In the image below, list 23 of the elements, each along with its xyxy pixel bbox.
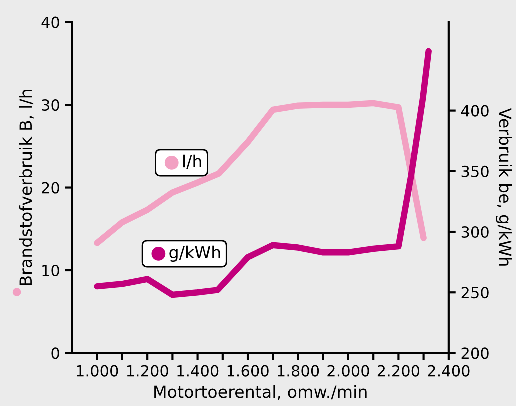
y2-axis-title: Verbruik be, g/kWh: [496, 108, 512, 266]
x-tick-label: 1.200: [127, 365, 168, 377]
y-tick-label: 20: [42, 182, 60, 194]
x-tick-label: 2.200: [378, 365, 420, 377]
y-tick-label: 40: [42, 16, 60, 28]
x-tick-label: 2.400: [428, 365, 470, 377]
x-tick-label: 1.000: [77, 365, 118, 377]
y-tick-label: 0: [52, 348, 60, 360]
y-tick-label: 30: [42, 100, 60, 112]
y2-tick-label: 300: [462, 226, 489, 238]
y-axis-title: Brandstofverbruik B, l/h: [19, 90, 34, 286]
x-tick-label: 1.800: [278, 365, 320, 377]
legend-label: l/h: [184, 154, 202, 170]
y2-tick-label: 200: [462, 348, 489, 360]
x-axis-title: Motortoerental, omw./min: [154, 385, 367, 400]
x-tick-label: 1.400: [178, 365, 219, 377]
x-tick-label: 2.000: [328, 365, 370, 377]
y2-tick-label: 250: [462, 287, 489, 299]
y2-tick-label: 350: [462, 166, 489, 178]
x-tick-label: 1.600: [228, 365, 269, 377]
y2-tick-label: 400: [461, 105, 489, 117]
legend-label: g/kWh: [170, 246, 220, 262]
y-tick-label: 10: [42, 264, 60, 277]
